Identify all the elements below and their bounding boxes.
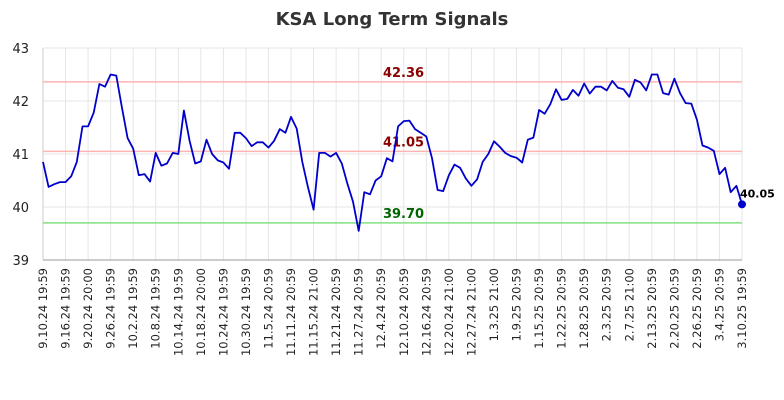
x-tick-label: 9.20.24 20:00 xyxy=(81,268,95,349)
x-tick-label: 3.4.25 20:59 xyxy=(712,268,726,341)
x-tick-label: 10.18.24 20:00 xyxy=(194,268,208,356)
last-point-marker xyxy=(738,200,746,209)
x-tick-label: 2.26.25 20:59 xyxy=(690,268,704,349)
y-tick-label: 39 xyxy=(12,254,29,269)
y-axis: 39 40 41 42 43 xyxy=(12,42,29,269)
reference-line-label: 42.36 xyxy=(383,66,424,81)
x-tick-label: 2.20.25 20:59 xyxy=(667,268,681,349)
x-tick-label: 12.10.24 20:59 xyxy=(397,268,411,356)
x-tick-label: 10.14.24 19:59 xyxy=(171,268,185,356)
x-tick-label: 10.24.24 19:59 xyxy=(216,268,230,356)
y-tick-label: 42 xyxy=(12,95,29,110)
series-line xyxy=(42,73,743,232)
x-tick-label: 12.27.24 21:00 xyxy=(464,268,478,356)
y-tick-label: 41 xyxy=(12,148,29,163)
x-tick-label: 12.16.24 20:59 xyxy=(419,268,433,356)
x-tick-label: 1.15.25 20:59 xyxy=(532,268,546,349)
grid xyxy=(42,47,743,261)
x-tick-label: 9.26.24 19:59 xyxy=(104,268,118,349)
reference-line-label: 41.05 xyxy=(383,135,424,150)
series-layer: 40.05 xyxy=(42,73,775,232)
x-tick-label: 10.2.24 19:59 xyxy=(126,268,140,349)
x-tick-label: 1.3.25 21:00 xyxy=(487,268,501,341)
x-tick-label: 12.20.24 21:00 xyxy=(442,268,456,356)
reference-line-label: 39.70 xyxy=(383,207,424,222)
x-tick-label: 12.4.24 20:59 xyxy=(374,268,388,349)
x-tick-label: 11.15.24 21:00 xyxy=(307,268,321,356)
last-point-label: 40.05 xyxy=(740,187,775,200)
y-tick-label: 40 xyxy=(12,201,29,216)
x-tick-label: 1.28.25 20:59 xyxy=(577,268,591,349)
x-tick-label: 2.13.25 20:59 xyxy=(645,268,659,349)
x-tick-label: 11.21.24 20:59 xyxy=(329,268,343,356)
x-tick-label: 11.5.24 20:59 xyxy=(261,268,275,349)
y-tick-label: 43 xyxy=(12,42,29,57)
x-tick-label: 9.10.24 19:59 xyxy=(36,268,50,349)
x-tick-label: 11.11.24 20:59 xyxy=(284,268,298,356)
x-tick-label: 3.10.25 19:59 xyxy=(735,268,749,349)
x-tick-label: 1.22.25 20:59 xyxy=(555,268,569,349)
chart-title: KSA Long Term Signals xyxy=(276,9,509,30)
x-tick-label: 2.3.25 20:59 xyxy=(600,268,614,341)
x-tick-label: 10.30.24 19:59 xyxy=(239,268,253,356)
x-tick-label: 11.27.24 20:59 xyxy=(352,268,366,356)
x-tick-label: 10.8.24 19:59 xyxy=(149,268,163,349)
x-axis: 9.10.24 19:59 9.16.24 19:59 9.20.24 20:00 9… xyxy=(36,268,749,356)
x-tick-label: 2.7.25 21:00 xyxy=(622,268,636,341)
x-tick-label: 9.16.24 19:59 xyxy=(59,268,73,349)
reference-lines: 42.36 41.05 39.70 xyxy=(43,66,742,224)
x-tick-label: 1.9.25 20:59 xyxy=(510,268,524,341)
